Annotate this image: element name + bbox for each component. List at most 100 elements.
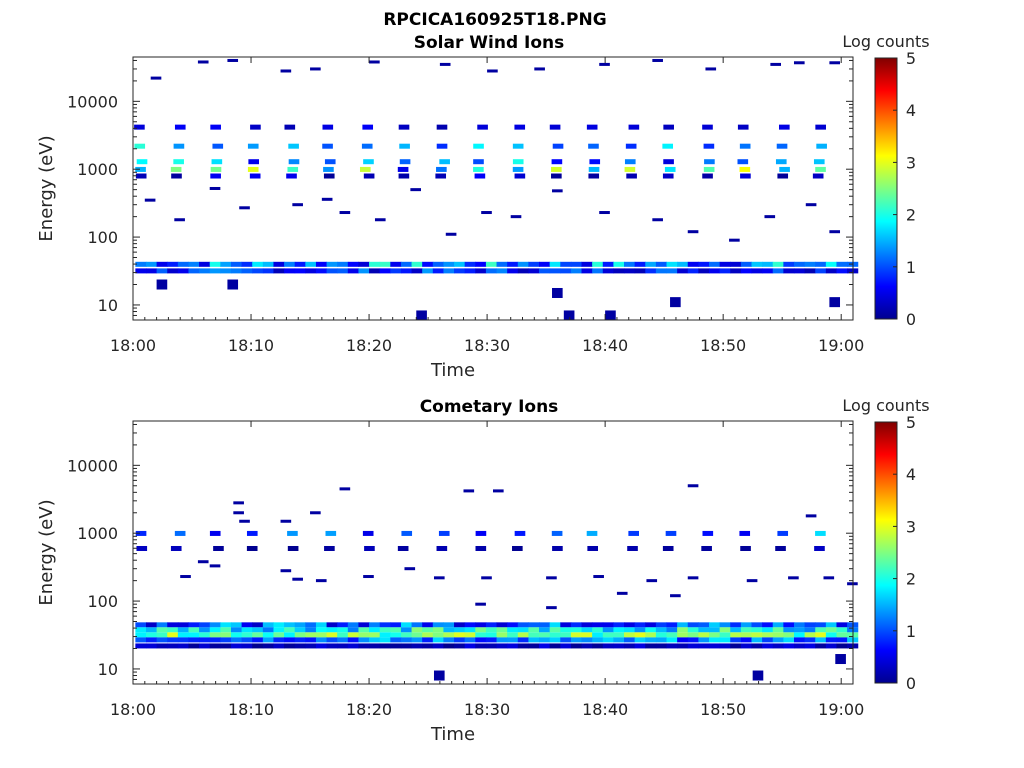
heatmap-cell [666,637,678,643]
heatmap-cell [284,622,296,628]
heatmap-cell [209,622,221,628]
colorbar-tick-label: 0 [906,674,916,693]
heatmap-cell [326,627,338,633]
heatmap-cell [517,261,529,267]
heatmap-cell [315,268,328,274]
heatmap-cell [321,197,333,201]
heatmap-cell [134,143,146,149]
heatmap-cell [197,60,209,64]
heatmap-cell [347,268,359,274]
heatmap-cell [613,622,625,628]
heatmap-cell [390,622,402,628]
heatmap-cell [252,622,264,628]
heatmap-cell [740,545,751,551]
heatmap-cell [698,637,710,643]
heatmap-cell [645,632,657,638]
heatmap-cell [783,632,795,638]
heatmap-cell [662,545,674,551]
heatmap-cell [454,637,466,643]
heatmap-cell [400,268,413,274]
heatmap-cell [369,60,380,64]
heatmap-cell [687,637,699,643]
heatmap-cell [539,627,551,633]
colorbar-label: Log counts [842,32,929,51]
heatmap-cell [294,637,306,643]
heatmap-cell [315,637,328,643]
x-tick-label: 18:50 [700,700,746,719]
heatmap-cell [439,159,450,165]
heatmap-cell [411,643,423,649]
heatmap-cell [473,143,484,149]
x-tick-label: 18:20 [346,700,392,719]
heatmap-cell [220,632,232,638]
heatmap-cell [213,545,224,551]
heatmap-cell [177,632,190,638]
heatmap-cell [815,622,827,628]
heatmap-cell [475,622,487,628]
heatmap-cell [662,143,674,149]
heatmap-cell [698,643,710,649]
heatmap-cell [273,261,285,267]
heatmap-cell [602,643,614,649]
heatmap-cell [454,643,466,649]
heatmap-cell [496,261,508,267]
heatmap-cell [230,268,243,274]
heatmap-cell [772,632,784,638]
heatmap-cell [825,643,838,649]
heatmap-cell [464,643,476,649]
heatmap-cell [188,627,200,633]
heatmap-cell [719,261,731,267]
heatmap-cell [209,186,221,190]
heatmap-cell [645,627,657,633]
heatmap-cell [135,622,147,628]
heatmap-cell [411,268,423,274]
heatmap-cell [740,261,753,267]
heatmap-cell [762,632,774,638]
heatmap-cell [627,545,638,551]
heatmap-cell [248,159,260,165]
colorbar-tick-label: 4 [906,465,916,484]
heatmap-cell [400,261,413,267]
heatmap-cell [135,173,147,179]
heatmap-cell [836,627,848,633]
heatmap-cell [805,203,817,207]
heatmap-cell [315,261,328,267]
heatmap-cell [775,159,787,165]
heatmap-cell [369,627,381,633]
heatmap-cell [315,632,328,638]
heatmap-cell [539,622,551,628]
heatmap-cell [390,637,402,643]
heatmap-cell [220,622,232,628]
heatmap-cell [581,268,593,274]
heatmap-cell [294,627,306,633]
heatmap-cell [815,261,827,267]
heatmap-cell [829,61,841,65]
heatmap-cell [552,545,563,551]
heatmap-cell [485,261,498,267]
heatmap-cell [144,198,156,202]
heatmap-cell [740,637,753,643]
heatmap-cell [652,58,663,62]
heatmap-cell [188,622,200,628]
heatmap-cell [210,173,221,179]
heatmap-cell [528,261,540,267]
heatmap-cell [177,637,190,643]
heatmap-cell [362,124,374,130]
heatmap-cell [677,261,689,267]
heatmap-cell [493,489,504,493]
heatmap-cell [570,627,583,633]
heatmap-cell [411,637,423,643]
heatmap-cell [135,268,147,274]
heatmap-cell [273,268,285,274]
heatmap-cell [220,637,232,643]
colorbar-tick-label: 2 [906,570,916,589]
heatmap-cell [252,643,264,649]
heatmap-cell [485,632,498,638]
axes-frame [132,56,854,321]
heatmap-cell [539,261,551,267]
heatmap-cell [815,637,827,643]
heatmap-cell [666,632,678,638]
heatmap-cell [156,622,168,628]
heatmap-cell [825,627,838,633]
heatmap-cell [645,268,657,274]
